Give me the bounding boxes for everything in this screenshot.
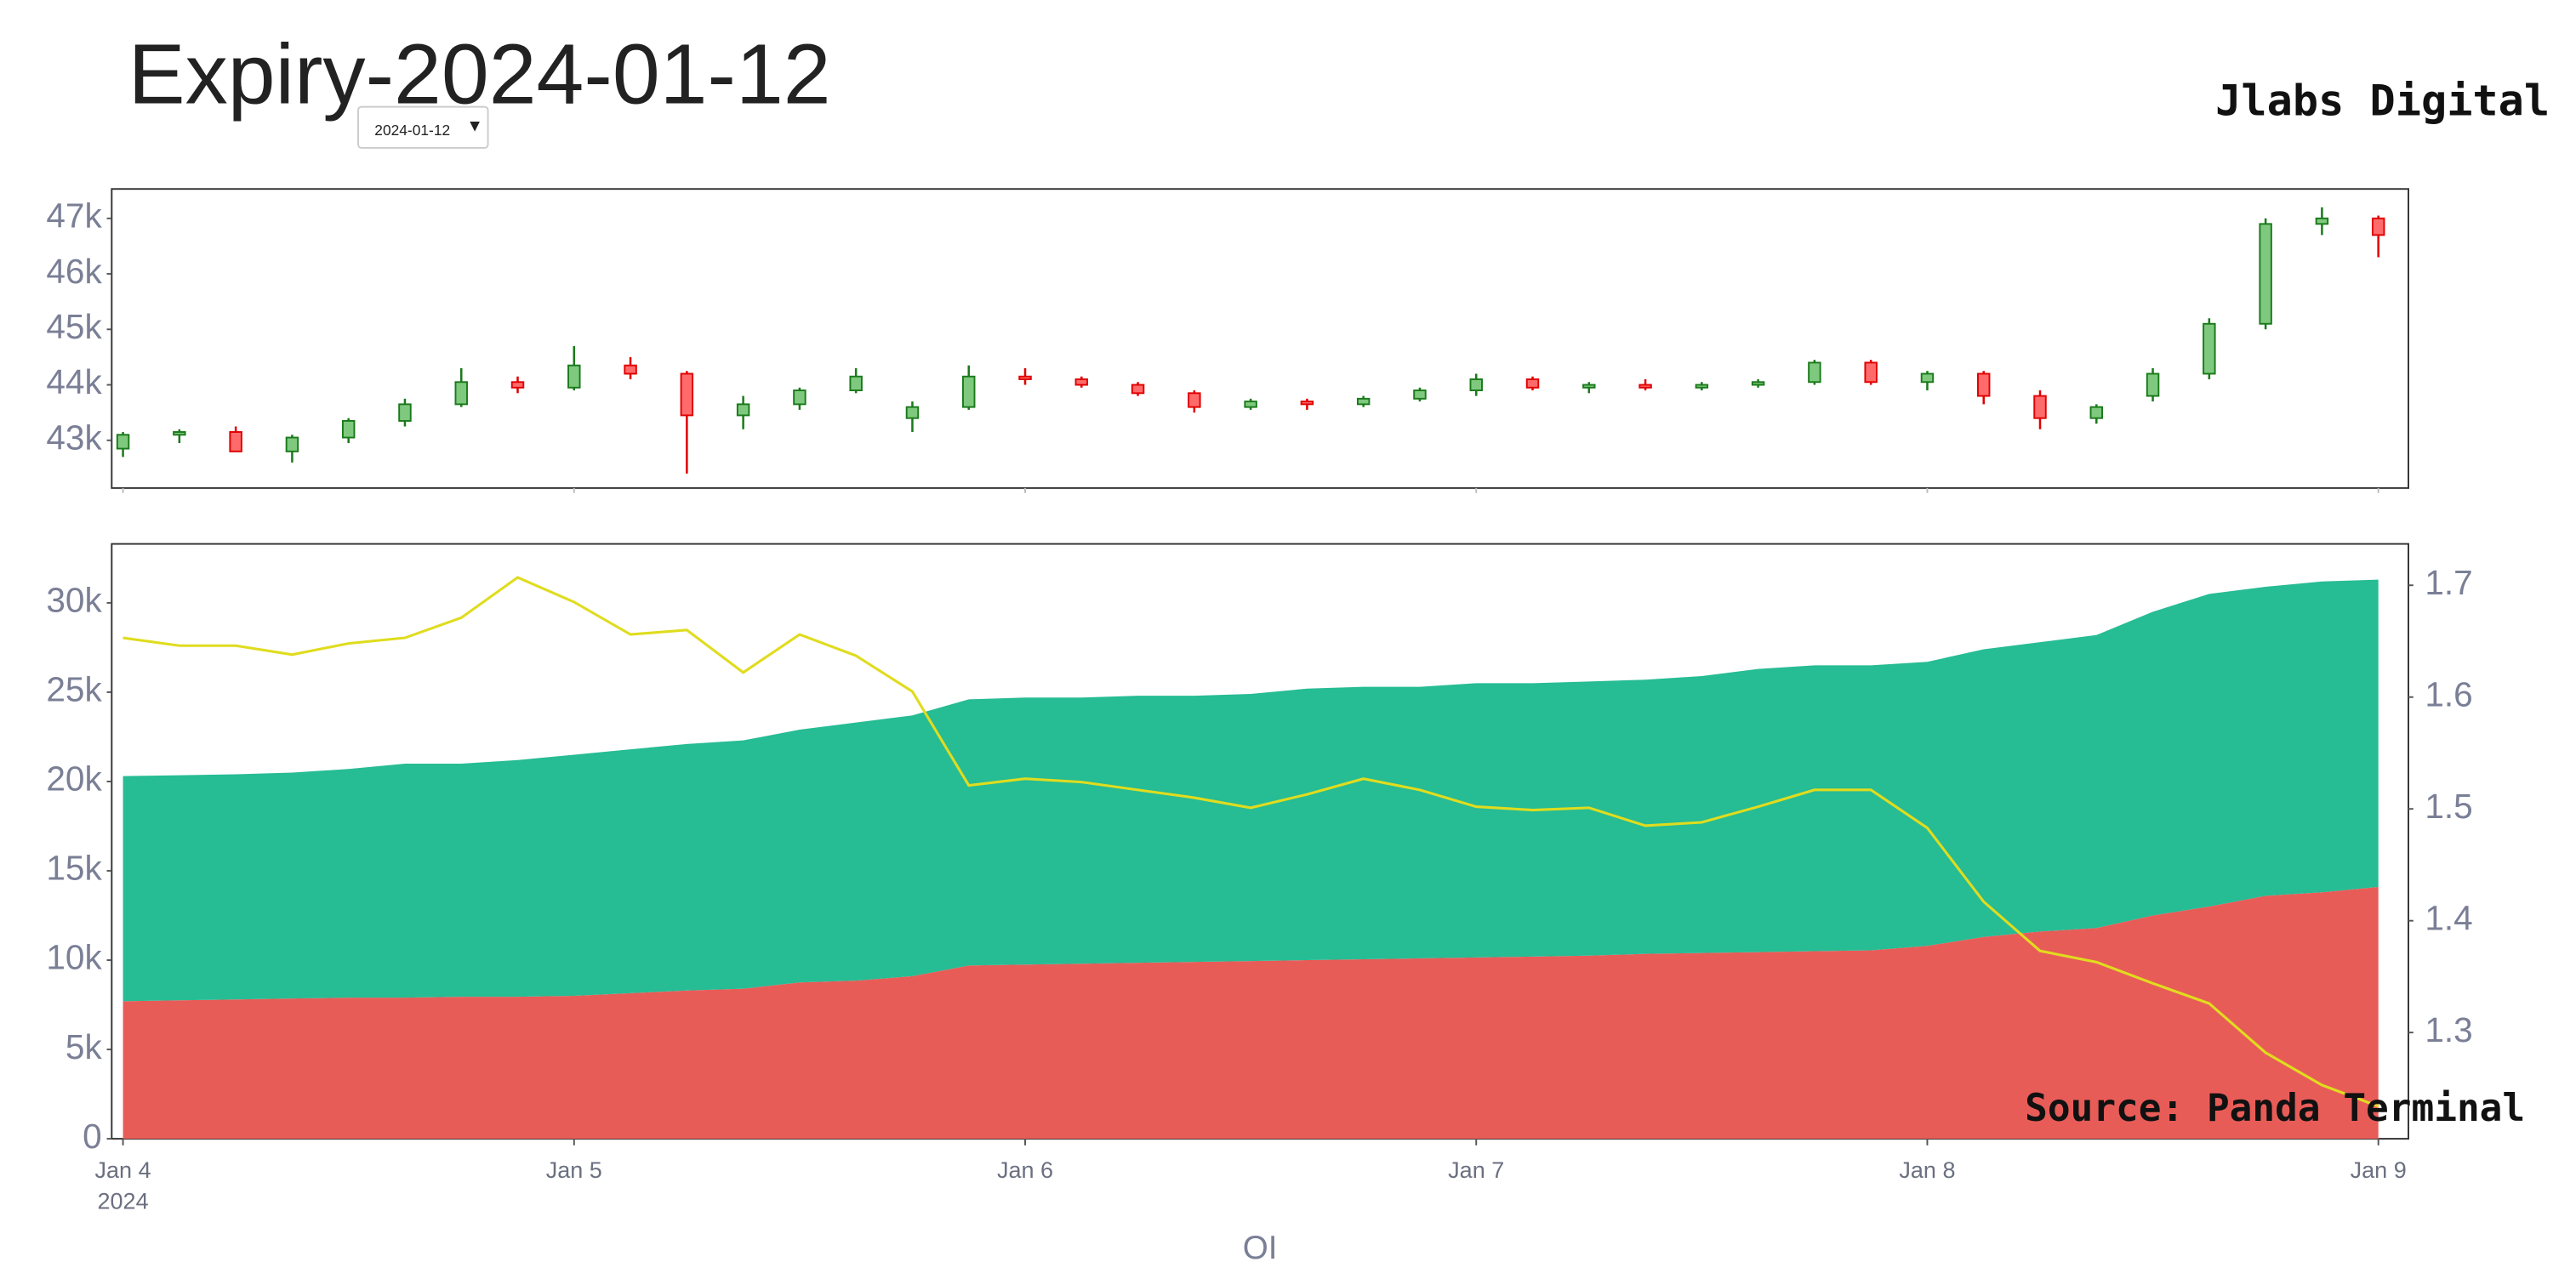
candle-body xyxy=(1356,397,1371,406)
y-tick-label: 30k xyxy=(46,581,102,620)
candle-body xyxy=(2371,217,2385,236)
y-tick-label: 20k xyxy=(46,759,102,799)
candle-body xyxy=(454,381,468,406)
candle-body xyxy=(1864,361,1878,384)
candle-body xyxy=(624,364,637,375)
candle-body xyxy=(567,364,581,389)
candle-body xyxy=(2315,217,2329,225)
candle-body xyxy=(1244,401,1257,408)
x-tick-label: Jan 8 xyxy=(1899,1157,1955,1183)
candle-body xyxy=(2259,223,2272,325)
dropdown-arrow[interactable] xyxy=(470,121,480,132)
price-panel xyxy=(111,188,2409,489)
candle-body xyxy=(1695,384,1709,389)
candle-body xyxy=(398,403,412,422)
candle-body xyxy=(1808,361,1821,384)
x-tick-label: Jan 6 xyxy=(997,1157,1053,1183)
candle-body xyxy=(793,389,806,406)
candle-body xyxy=(1977,372,1991,397)
candle-body xyxy=(849,375,863,392)
y-tick-label: 15k xyxy=(46,849,102,888)
y-tick-label: 0 xyxy=(83,1117,102,1156)
candle-body xyxy=(905,406,920,419)
stacked-area xyxy=(123,579,2379,1002)
candle-body xyxy=(285,436,299,452)
candle-body xyxy=(1131,384,1145,395)
candle-body xyxy=(1188,392,1201,408)
x-axis-title: OI xyxy=(1243,1230,1278,1262)
x-year-label: 2024 xyxy=(98,1189,149,1214)
candle-body xyxy=(1469,378,1483,392)
dropdown-box[interactable] xyxy=(357,105,489,149)
x-tick-label: Jan 7 xyxy=(1448,1157,1504,1183)
y-tick-label: 47k xyxy=(46,196,102,236)
y-tick-label: 10k xyxy=(46,938,102,977)
x-tick-label: Jan 4 xyxy=(95,1157,151,1183)
y-tick-label: 44k xyxy=(46,362,102,401)
candle-body xyxy=(2033,395,2047,419)
x-tick-label: Jan 9 xyxy=(2351,1157,2407,1183)
candle-body xyxy=(962,375,976,408)
brand: Jlabs Digital xyxy=(2215,75,2550,125)
source-annotation: Source: Panda Terminal xyxy=(2025,1087,2525,1130)
candle-body xyxy=(173,431,186,436)
y2-tick-label: 1.4 xyxy=(2425,898,2472,937)
ratio-line xyxy=(123,576,2379,1108)
candle-body xyxy=(1413,389,1427,400)
y-tick-label: 46k xyxy=(46,252,102,291)
candle-body xyxy=(736,403,750,417)
candle-body xyxy=(1582,384,1596,389)
candle-body xyxy=(2089,406,2104,419)
x-tick-label: Jan 5 xyxy=(546,1157,602,1183)
candle-body xyxy=(1920,372,1935,384)
candle-body xyxy=(2203,322,2216,375)
candle-body xyxy=(1074,378,1089,386)
y-tick-label: 25k xyxy=(46,670,102,709)
y2-tick-label: 1.5 xyxy=(2425,787,2472,826)
stacked-area xyxy=(123,886,2379,1140)
candle-body xyxy=(116,434,130,450)
candle-body xyxy=(1300,401,1314,406)
candle-body xyxy=(510,381,525,389)
y2-tick-label: 1.6 xyxy=(2425,674,2472,713)
y-tick-label: 45k xyxy=(46,307,102,346)
candle-body xyxy=(1525,378,1540,389)
y2-tick-label: 1.7 xyxy=(2425,563,2472,602)
candle-body xyxy=(229,431,242,452)
y2-tick-label: 1.3 xyxy=(2425,1010,2472,1049)
candle-body xyxy=(680,372,694,417)
candle-body xyxy=(341,419,356,439)
candle-body xyxy=(2146,372,2160,397)
expiry-dropdown[interactable]: 2024-01-12 xyxy=(357,105,489,149)
dropdown-value[interactable]: 2024-01-12 xyxy=(374,122,450,139)
candle-body xyxy=(1751,381,1765,386)
y-tick-label: 5k xyxy=(66,1027,103,1066)
candle-body xyxy=(1638,384,1652,389)
y-tick-label: 43k xyxy=(46,418,102,457)
candle-body xyxy=(1018,375,1032,380)
